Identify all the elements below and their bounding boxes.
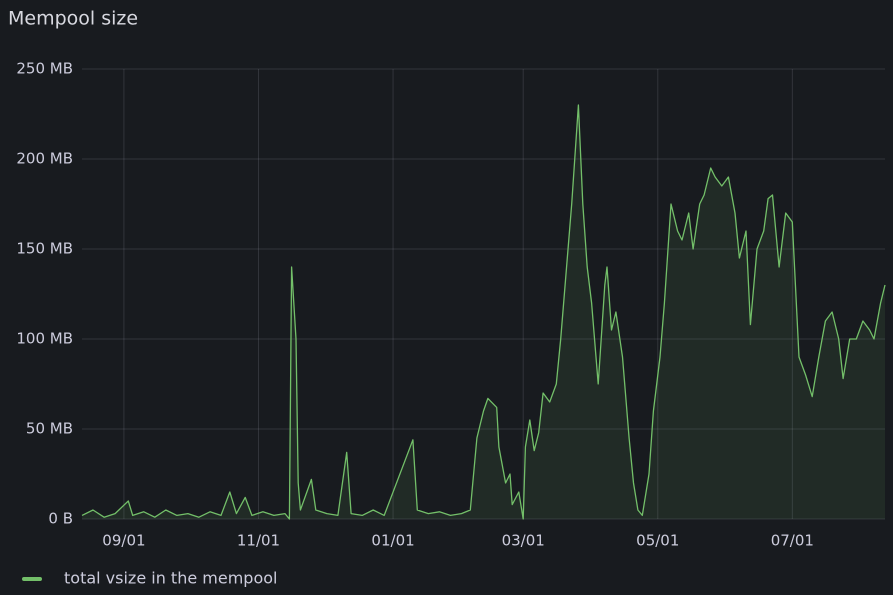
y-tick-label: 200 MB bbox=[16, 150, 73, 168]
line bbox=[81, 104, 886, 520]
y-tick-label: 50 MB bbox=[26, 420, 73, 438]
x-tick-label: 11/01 bbox=[237, 532, 280, 550]
area bbox=[82, 105, 885, 519]
x-tick-label: 05/01 bbox=[636, 532, 679, 550]
y-tick-label: 150 MB bbox=[16, 240, 73, 258]
x-tick-label: 07/01 bbox=[771, 532, 814, 550]
y-tick-label: 0 B bbox=[48, 510, 73, 528]
x-tick-label: 01/01 bbox=[371, 532, 414, 550]
x-tick-label: 03/01 bbox=[502, 532, 545, 550]
panel-title: Mempool size bbox=[8, 8, 138, 30]
legend-label: total vsize in the mempool bbox=[64, 569, 277, 588]
y-tick-label: 250 MB bbox=[16, 60, 73, 78]
y-tick-label: 100 MB bbox=[16, 330, 73, 348]
x-tick-label: 09/01 bbox=[102, 532, 145, 550]
